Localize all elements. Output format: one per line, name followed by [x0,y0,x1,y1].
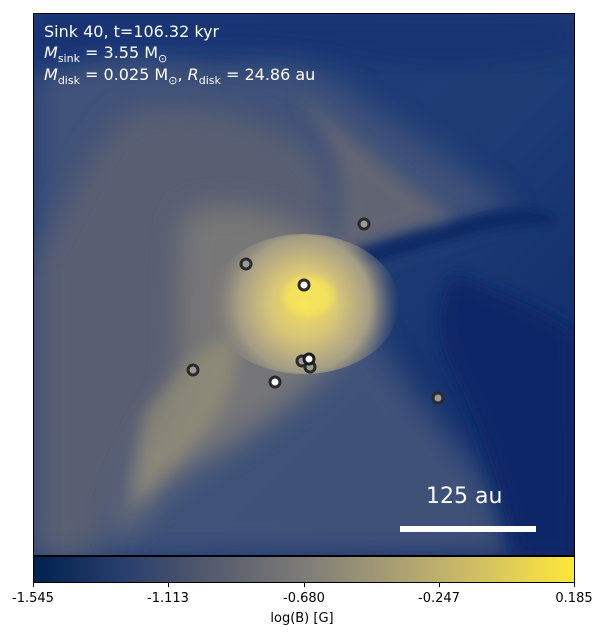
annotation-sink-mass: Msink = 3.55 M⊙ [44,43,168,66]
colorbar-tick-label: 0.185 [555,591,593,606]
colorbar [33,556,575,583]
sink-particle [357,217,371,231]
sink-particle [431,391,445,405]
sink-particle [302,352,316,366]
colorbar-tick [33,583,34,587]
annotation-title: Sink 40, t=106.32 kyr [44,22,220,41]
field-image [34,14,574,555]
scale-bar [400,526,536,532]
colorbar-tick-label: -0.680 [283,591,325,606]
magnetic-field-map: Sink 40, t=106.32 kyr Msink = 3.55 M⊙ Md… [33,13,575,556]
sink-particle [186,363,200,377]
scale-bar-label: 125 au [426,484,503,509]
colorbar-tick [168,583,169,587]
colorbar-tick-label: -0.247 [418,591,460,606]
sink-particle [297,278,311,292]
sink-particle [239,257,253,271]
colorbar-label: log(B) [G] [270,611,334,626]
colorbar-tick-label: -1.545 [12,591,54,606]
colorbar-tick [439,583,440,587]
colorbar-tick-label: -1.113 [147,591,189,606]
sink-particle [268,375,282,389]
colorbar-tick [574,583,575,587]
annotation-disk-props: Mdisk = 0.025 M⊙, Rdisk = 24.86 au [44,65,316,88]
colorbar-tick [304,583,305,587]
